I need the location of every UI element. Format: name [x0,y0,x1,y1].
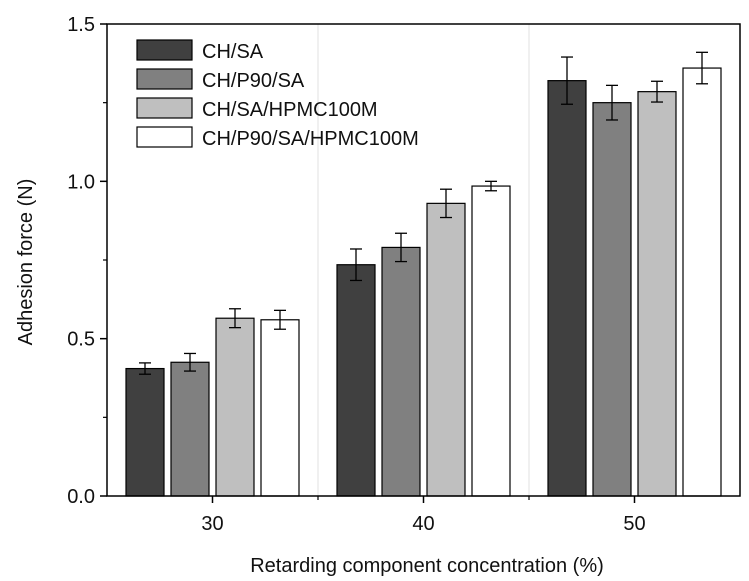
legend-swatch [136,68,193,90]
bar [592,102,632,497]
bar [381,246,421,497]
bar [426,202,466,497]
y-tick-label: 1.5 [67,14,95,36]
legend: CH/SA CH/P90/SA CH/SA/HPMC100M CH/P90/SA/HP… [136,39,419,150]
bar [170,361,210,497]
legend-swatch [136,39,193,61]
legend-swatch [136,126,193,148]
bar [471,185,511,497]
y-tick-label: 0.0 [67,486,95,508]
bar [637,91,677,497]
x-tick-label: 50 [623,513,645,535]
x-tick-label: 30 [201,513,223,535]
legend-label: CH/P90/SA/HPMC100M [202,128,419,150]
bar [215,317,255,497]
bars-layer [125,67,722,497]
bar [336,264,376,497]
bar [125,367,165,497]
legend-label: CH/P90/SA [202,70,305,92]
category-separators [317,24,530,496]
bar [682,67,722,497]
legend-label: CH/SA/HPMC100M [202,99,378,121]
x-axis-label: Retarding component concentration (%) [250,555,604,577]
y-tick-label: 0.5 [67,329,95,351]
y-axis: 0.0 0.5 1.0 1.5 [67,14,107,508]
error-bars-layer [139,51,708,375]
x-tick-label: 40 [412,513,434,535]
legend-swatch [136,97,193,119]
x-axis: 30 40 50 [201,496,646,535]
y-tick-label: 1.0 [67,171,95,193]
bar [547,80,587,497]
bar [260,319,300,497]
y-axis-label: Adhesion force (N) [15,179,37,346]
legend-label: CH/SA [202,41,264,63]
